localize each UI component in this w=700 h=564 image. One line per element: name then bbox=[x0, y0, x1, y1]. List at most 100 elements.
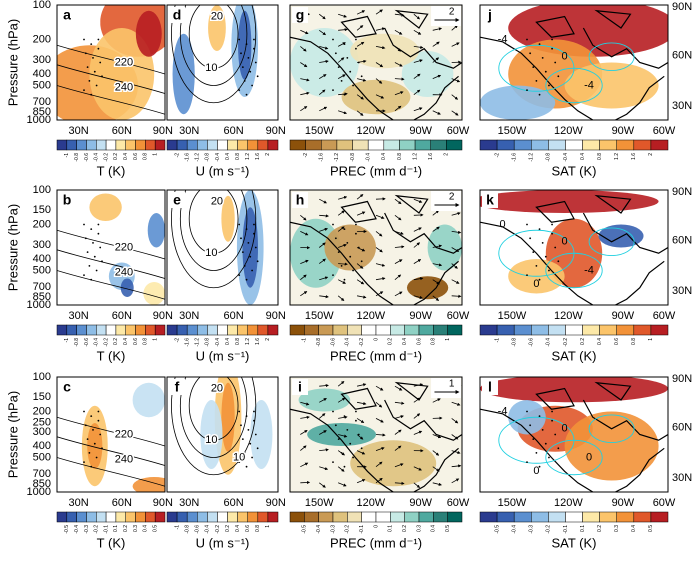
colorbar-tick-label: 1 bbox=[445, 338, 451, 341]
colorbar-box bbox=[289, 324, 305, 336]
stipple bbox=[240, 237, 242, 240]
x-tick-label: 150W bbox=[305, 310, 334, 322]
wind-vector bbox=[394, 245, 405, 249]
coastline bbox=[384, 399, 462, 441]
wind-vector bbox=[319, 29, 327, 36]
y-tick-label: 400 bbox=[33, 253, 51, 265]
colorbar-box bbox=[531, 324, 549, 336]
colorbar-box bbox=[352, 139, 369, 151]
y-tick-label: 150 bbox=[33, 204, 51, 216]
wind-vector bbox=[375, 477, 383, 484]
stipple bbox=[93, 255, 96, 258]
colorbar-box bbox=[367, 139, 385, 151]
wind-vector bbox=[375, 231, 383, 237]
colorbar-tick-label: -2 bbox=[174, 338, 180, 343]
stipple bbox=[86, 438, 89, 440]
colorbar-tick-label: -0.2 bbox=[359, 338, 365, 347]
panel-letter: a bbox=[63, 7, 71, 23]
stipple bbox=[95, 456, 98, 459]
wind-vector bbox=[451, 464, 462, 468]
colorbar-tick-label: 0.4 bbox=[235, 525, 241, 532]
stipple bbox=[551, 419, 553, 422]
contour-label: 220 bbox=[115, 241, 133, 253]
wind-vector bbox=[300, 445, 307, 451]
stipple bbox=[253, 223, 255, 226]
colorbar-box bbox=[599, 324, 617, 336]
wind-vector bbox=[413, 466, 422, 471]
wind-vector bbox=[394, 291, 403, 297]
ref-box bbox=[431, 191, 461, 211]
stipple bbox=[93, 70, 96, 73]
wind-vector bbox=[319, 198, 327, 204]
y-axis-label: Pressure (hPa) bbox=[5, 19, 20, 106]
colorbar-tick-label: -1.2 bbox=[195, 153, 201, 162]
colorbar-box bbox=[390, 324, 405, 336]
wind-vector bbox=[394, 445, 402, 451]
colorbar-tick-label: -0.6 bbox=[195, 525, 201, 534]
stipple bbox=[97, 232, 100, 235]
stipple bbox=[240, 52, 242, 55]
panel-frame bbox=[479, 189, 669, 306]
wind-vector bbox=[356, 10, 366, 15]
wind-vector bbox=[338, 434, 348, 438]
stipple bbox=[99, 433, 102, 436]
contour-label: 0 bbox=[499, 218, 505, 230]
colorbar-tick-label: 0.4 bbox=[381, 153, 387, 160]
wind-vector bbox=[394, 198, 402, 205]
stipple bbox=[340, 452, 343, 454]
stipple bbox=[95, 269, 98, 272]
contour bbox=[57, 85, 165, 115]
wind-vector bbox=[338, 28, 348, 32]
wind-vector bbox=[451, 230, 462, 234]
stipple bbox=[253, 419, 255, 422]
letter-box bbox=[292, 7, 308, 23]
wind-vector bbox=[451, 434, 459, 440]
x-tick-label: 120W bbox=[356, 310, 385, 322]
wind-vector bbox=[356, 78, 367, 82]
colorbar-box bbox=[582, 139, 600, 151]
letter-box bbox=[169, 192, 185, 208]
colorbar-box bbox=[304, 324, 319, 336]
shading bbox=[221, 382, 235, 452]
colorbar-box bbox=[197, 511, 208, 523]
wind-vector bbox=[300, 291, 308, 297]
colorbar-box bbox=[361, 511, 377, 523]
stipple bbox=[357, 433, 360, 436]
colorbar-tick-label: -0.4 bbox=[215, 338, 221, 347]
colorbar-tick-label: -0.4 bbox=[94, 153, 100, 162]
colorbar-tick-label: -1 bbox=[494, 338, 500, 343]
x-tick-label: 30N bbox=[69, 310, 89, 322]
colorbar-box bbox=[616, 139, 635, 151]
coastline bbox=[413, 260, 459, 305]
wind-vector bbox=[375, 447, 385, 451]
colorbar-box bbox=[145, 324, 156, 336]
stipple bbox=[352, 456, 354, 459]
stipple bbox=[355, 38, 357, 41]
colorbar-title: U (m s⁻¹) bbox=[196, 535, 250, 550]
stipple bbox=[253, 38, 255, 41]
stipple bbox=[532, 66, 535, 68]
stipple bbox=[247, 57, 250, 59]
colorbar-title: SAT (K) bbox=[551, 535, 596, 550]
colorbar-box bbox=[66, 324, 77, 336]
colorbar-box bbox=[66, 511, 77, 523]
y-tick-label: 200 bbox=[33, 406, 51, 418]
colorbar-box bbox=[289, 139, 306, 151]
shading bbox=[172, 33, 195, 115]
wind-vector bbox=[356, 479, 366, 484]
stipple bbox=[551, 223, 553, 226]
colorbar-box bbox=[414, 139, 431, 151]
colorbar-box bbox=[531, 511, 549, 523]
coastline bbox=[535, 194, 632, 223]
coastline bbox=[615, 260, 665, 305]
colorbar-box bbox=[565, 511, 583, 523]
ref-box bbox=[431, 378, 461, 398]
stipple bbox=[332, 410, 334, 413]
stipple bbox=[355, 47, 357, 50]
y-tick-label-right: 90N bbox=[672, 1, 692, 13]
wind-vector bbox=[319, 46, 329, 50]
colorbar-tick-label: -0.4 bbox=[215, 153, 221, 162]
y-tick-label: 500 bbox=[33, 264, 51, 276]
contour bbox=[57, 436, 165, 466]
wind-vector bbox=[357, 401, 367, 406]
